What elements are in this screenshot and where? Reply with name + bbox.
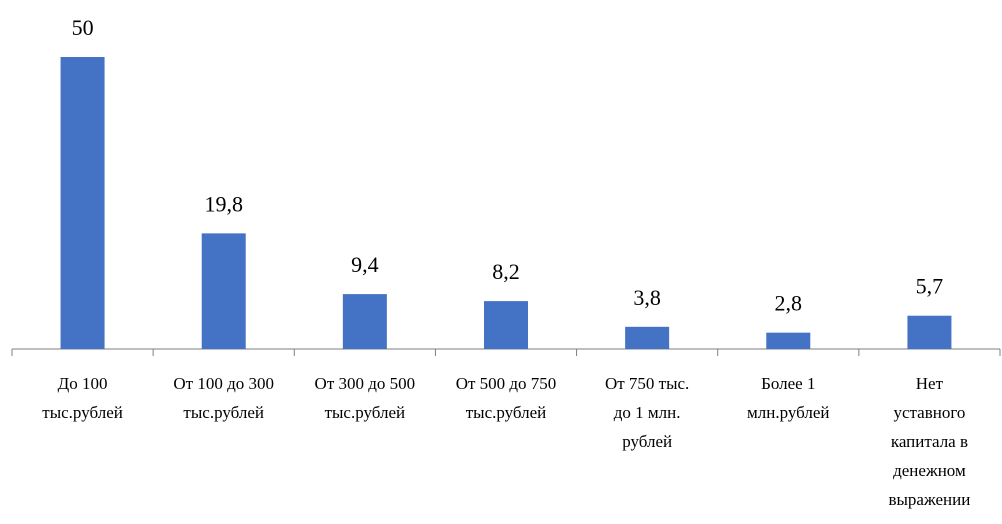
data-labels: 50 19,8 9,4 8,2 3,8 2,8 5,7 [72,15,944,316]
bar [625,326,670,349]
category-label-line: От 100 до 300 [173,374,274,393]
category-label: До 100 тыс.рублей [42,374,123,422]
category-label-line: денежном [893,461,966,480]
category-label-line: тыс.рублей [325,403,406,422]
bar [766,332,811,349]
category-label-line: тыс.рублей [42,403,123,422]
category-label: Нет уставного капитала в денежном выражении [888,374,970,509]
category-label-line: тыс.рублей [466,403,547,422]
category-label: От 300 до 500 тыс.рублей [315,374,416,422]
category-label-line: От 300 до 500 [315,374,416,393]
category-label-line: тыс.рублей [183,403,264,422]
category-label: От 100 до 300 тыс.рублей [173,374,274,422]
data-label: 2,8 [775,291,803,316]
category-label-line: Более 1 [761,374,815,393]
category-label-line: От 500 до 750 [456,374,557,393]
data-label: 50 [72,15,94,40]
data-label: 3,8 [633,285,661,310]
bars [60,57,952,349]
bar [907,315,952,349]
category-label-line: уставного [893,403,965,422]
data-label: 5,7 [916,274,944,299]
category-label-line: до 1 млн. [614,403,681,422]
category-label-line: рублей [622,432,672,451]
category-label-line: капитала в [891,432,968,451]
category-label: От 500 до 750 тыс.рублей [456,374,557,422]
category-label: Более 1 млн.рублей [747,374,830,422]
data-label: 9,4 [351,252,379,277]
category-label: От 750 тыс. до 1 млн. рублей [605,374,689,451]
category-label-line: Нет [916,374,944,393]
category-label-line: От 750 тыс. [605,374,689,393]
category-label-line: выражении [888,490,970,509]
x-axis-ticks [11,349,1001,356]
data-label: 19,8 [204,191,243,216]
category-label-line: До 100 [58,374,108,393]
bar [201,233,246,349]
bar [60,57,105,349]
data-label: 8,2 [492,259,520,284]
category-label-line: млн.рублей [747,403,830,422]
bar [342,294,387,349]
bar [484,301,528,349]
